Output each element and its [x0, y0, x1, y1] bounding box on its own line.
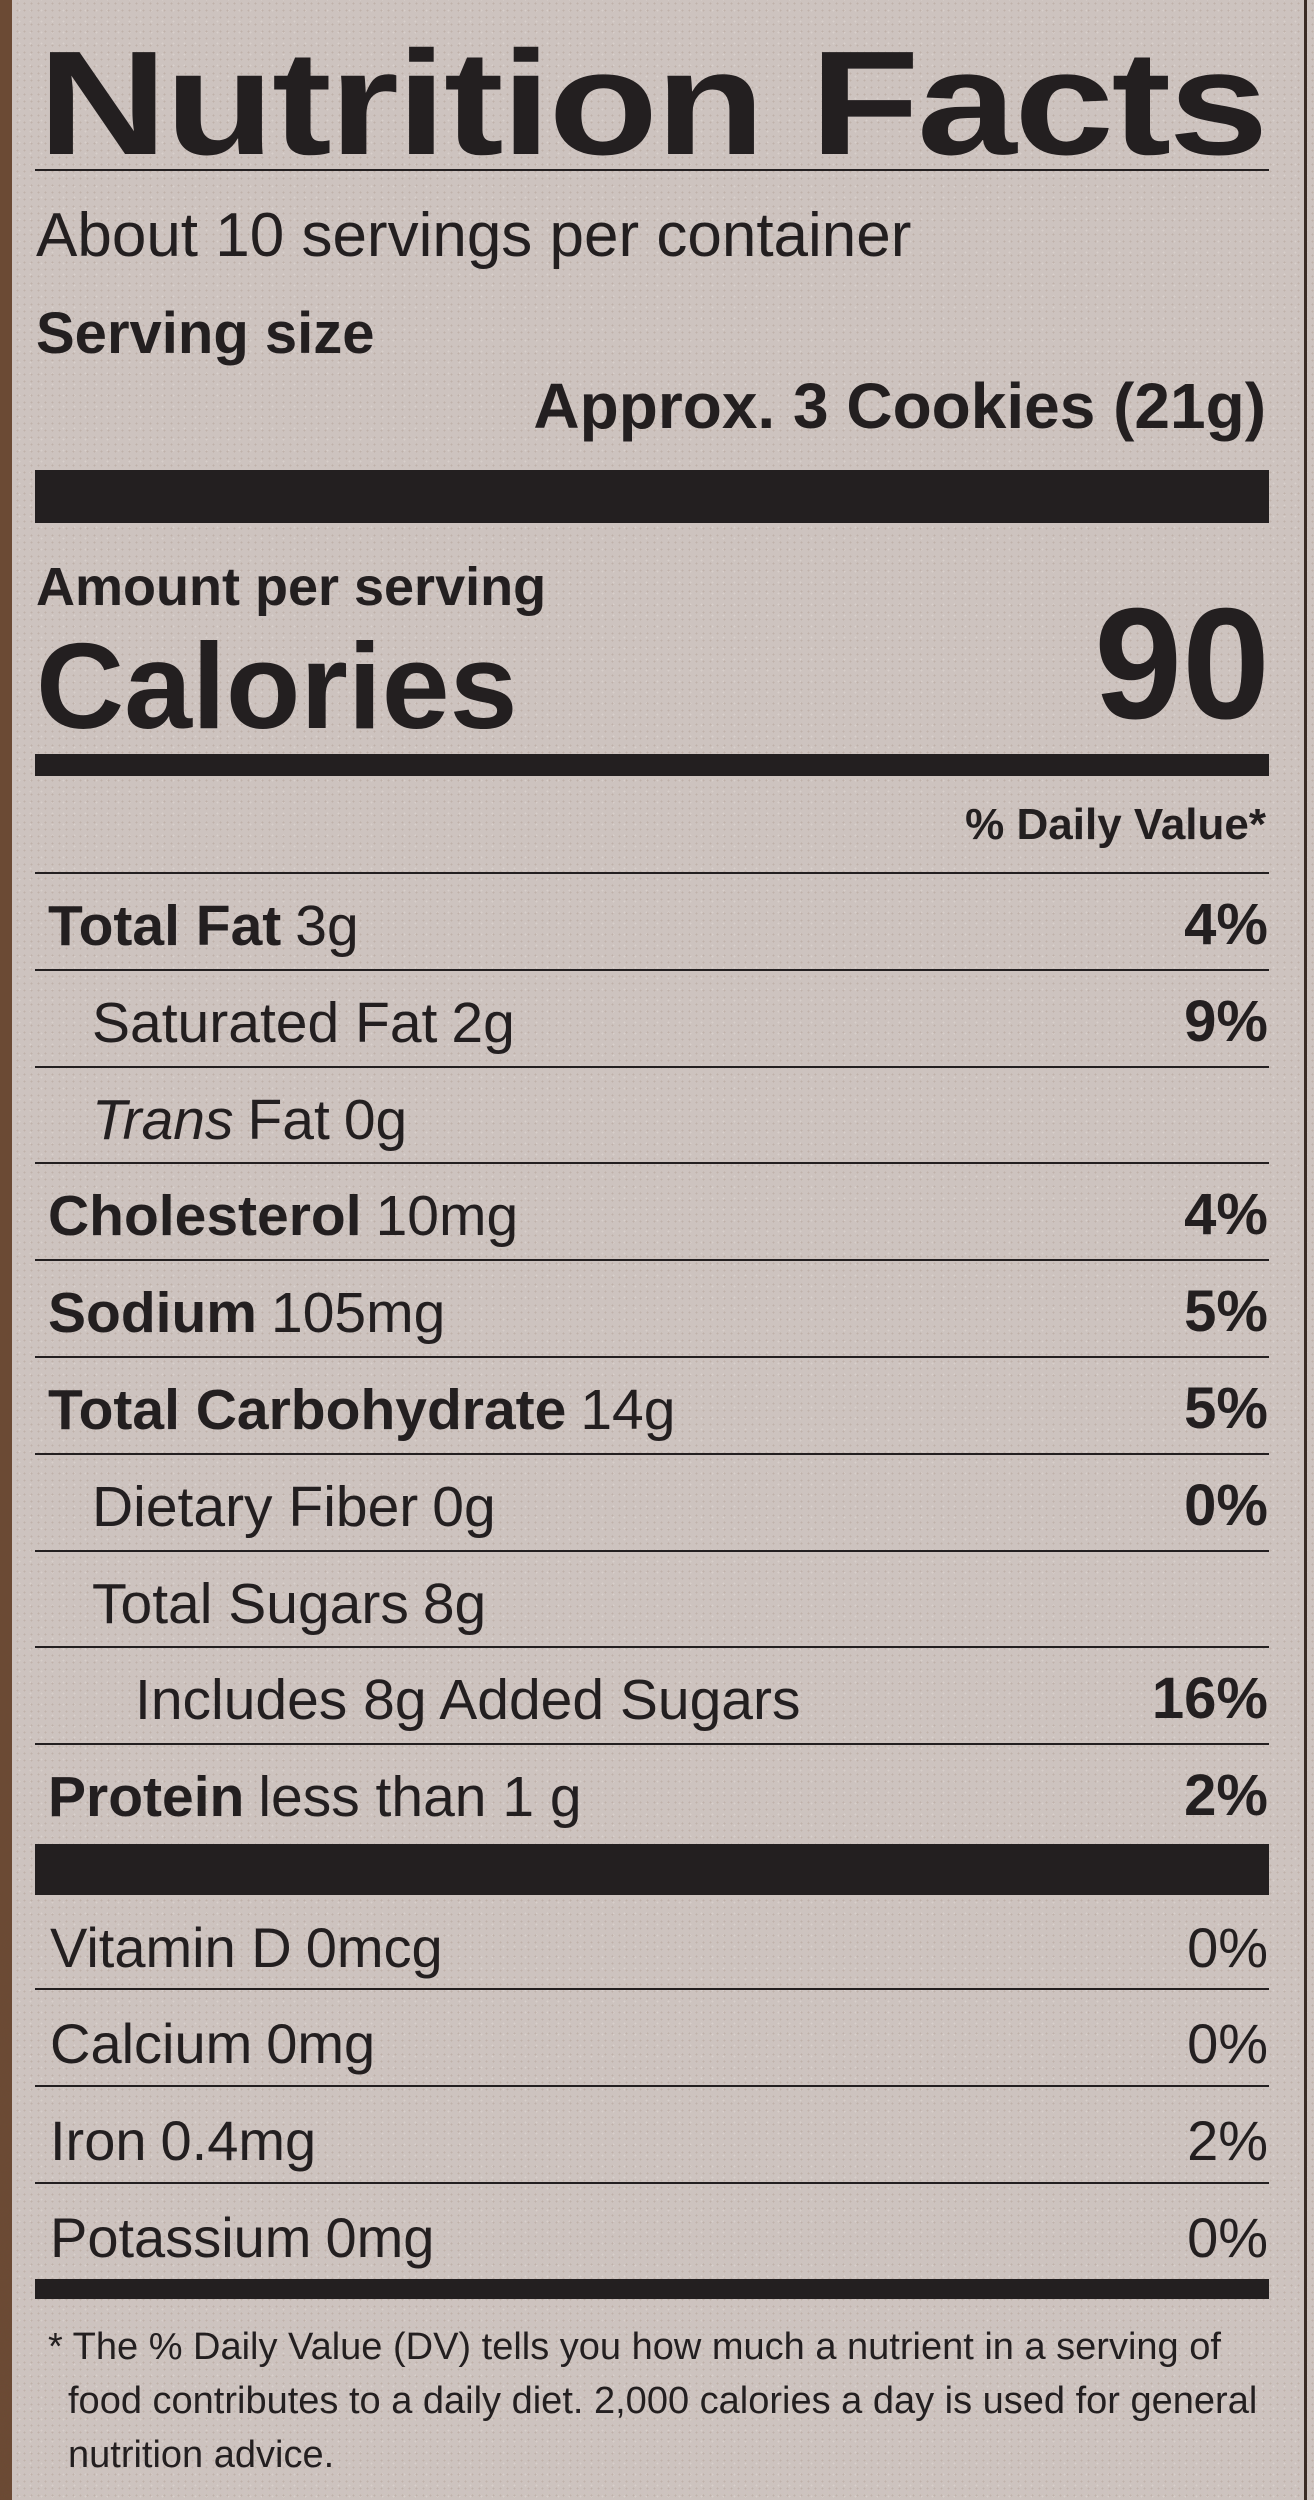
vitamin-name: Vitamin D — [50, 1916, 292, 1979]
title: Nutrition Facts — [38, 21, 1268, 186]
nutrient-row: Trans Fat 0g — [92, 1091, 407, 1149]
nutrient-row: Total Sugars 8g — [92, 1575, 486, 1633]
vitamin-dv: 2% — [1187, 2109, 1268, 2172]
nutrient-name: Total Fat — [48, 894, 282, 958]
medium-rule — [35, 754, 1269, 776]
row-rule — [35, 1743, 1269, 1746]
row-rule — [35, 1988, 1269, 1990]
vitamin-dv: 0% — [1187, 1916, 1268, 1979]
nutrient-row: Sodium 105mg — [48, 1285, 445, 1342]
row-rule — [35, 1452, 1269, 1455]
row-rule — [35, 2182, 1269, 2184]
nutrient-row: Dietary Fiber 0g — [92, 1478, 496, 1536]
nutrient-row: Includes 8g Added Sugars — [135, 1672, 801, 1729]
nutrient-dv: 2% — [1184, 1763, 1268, 1829]
row-rule — [35, 2085, 1269, 2087]
medium-rule — [35, 2279, 1269, 2299]
vitamin-amount: 0mg — [266, 2012, 376, 2075]
vitamin-name: Iron — [50, 2109, 147, 2172]
row-rule — [35, 1162, 1269, 1165]
vitamin-row: Calcium 0mg — [50, 2016, 375, 2072]
nutrient-amount: 8g — [422, 1571, 487, 1636]
nutrient-name: Total Carbohydrate — [48, 1378, 567, 1442]
footnote: * The % Daily Value (DV) tells you how m… — [48, 2326, 1258, 2476]
nutrient-name: Protein — [48, 1765, 245, 1830]
servings: About 10 servings per container — [36, 201, 912, 270]
nutrient-row: Saturated Fat 2g — [92, 994, 515, 1052]
row-rule — [35, 1356, 1269, 1358]
row-rule — [35, 1065, 1269, 1068]
nutrient-amount: 0g — [343, 1087, 408, 1152]
nutrient-amount: 3g — [295, 894, 359, 958]
vitamin-dv: 0% — [1187, 2012, 1268, 2075]
nutrient-dv: 4% — [1184, 892, 1268, 957]
calories-label: Calories — [36, 618, 518, 754]
nutrient-amount: 14g — [580, 1378, 676, 1442]
vitamin-name: Calcium — [50, 2012, 253, 2075]
thick-rule — [35, 1844, 1269, 1895]
nutrient-amount: 10mg — [375, 1184, 519, 1249]
serving-size: Approx. 3 Cookies (21g) — [533, 370, 1266, 442]
nutrient-amount: 105mg — [271, 1281, 446, 1346]
serving-size-label: Serving size — [36, 301, 375, 366]
thick-rule — [35, 470, 1269, 523]
nutrient-row: Cholesterol 10mg — [48, 1188, 518, 1245]
nutrient-row: Total Fat 3g — [48, 898, 359, 955]
calories: 90 — [1094, 576, 1270, 752]
nutrient-row: Total Carbohydrate 14g — [48, 1382, 675, 1439]
vitamin-row: Potassium 0mg — [50, 2210, 434, 2266]
nutrient-name: Includes 8g Added Sugars — [135, 1668, 801, 1733]
nutrient-amount: 2g — [451, 990, 515, 1055]
vitamin-amount: 0.4mg — [160, 2109, 317, 2172]
nutrient-name: Cholesterol — [48, 1184, 362, 1249]
nutrient-dv: 4% — [1184, 1182, 1268, 1248]
vitamin-name: Potassium — [50, 2206, 312, 2269]
vitamin-dv: 0% — [1187, 2206, 1268, 2269]
vitamin-amount: 0mcg — [305, 1916, 443, 1979]
vitamin-row: Vitamin D 0mcg — [50, 1920, 443, 1976]
nutrient-dv: 0% — [1184, 1472, 1268, 1538]
dv-header: % Daily Value* — [965, 800, 1266, 849]
vitamin-amount: 0mg — [325, 2206, 435, 2269]
nutrient-amount: 0g — [432, 1474, 496, 1539]
nutrient-name-italic: Trans — [92, 1087, 234, 1152]
nutrient-name: Dietary Fiber — [92, 1474, 419, 1539]
vitamin-row: Iron 0.4mg — [50, 2113, 316, 2169]
nutrient-dv: 5% — [1184, 1376, 1268, 1441]
nutrient-amount: less than 1 g — [258, 1765, 582, 1830]
row-rule — [35, 872, 1269, 874]
nutrient-dv: 16% — [1151, 1666, 1268, 1732]
amount-per-serving: Amount per serving — [36, 557, 547, 617]
row-rule — [35, 1646, 1269, 1649]
nutrient-row: Protein less than 1 g — [48, 1769, 582, 1826]
nutrient-dv: 5% — [1184, 1279, 1268, 1345]
nutrient-name: Sodium — [48, 1281, 257, 1346]
nutrient-dv: 9% — [1184, 988, 1268, 1054]
nutrient-name: Total Sugars — [92, 1571, 409, 1636]
row-rule — [35, 1259, 1269, 1262]
nutrient-name: Fat — [247, 1087, 330, 1152]
row-rule — [35, 968, 1269, 971]
left-edge — [0, 0, 12, 2500]
right-edge — [1304, 0, 1307, 2500]
rule — [35, 169, 1269, 171]
nutrient-name: Saturated Fat — [92, 990, 438, 1055]
row-rule — [35, 1549, 1269, 1552]
